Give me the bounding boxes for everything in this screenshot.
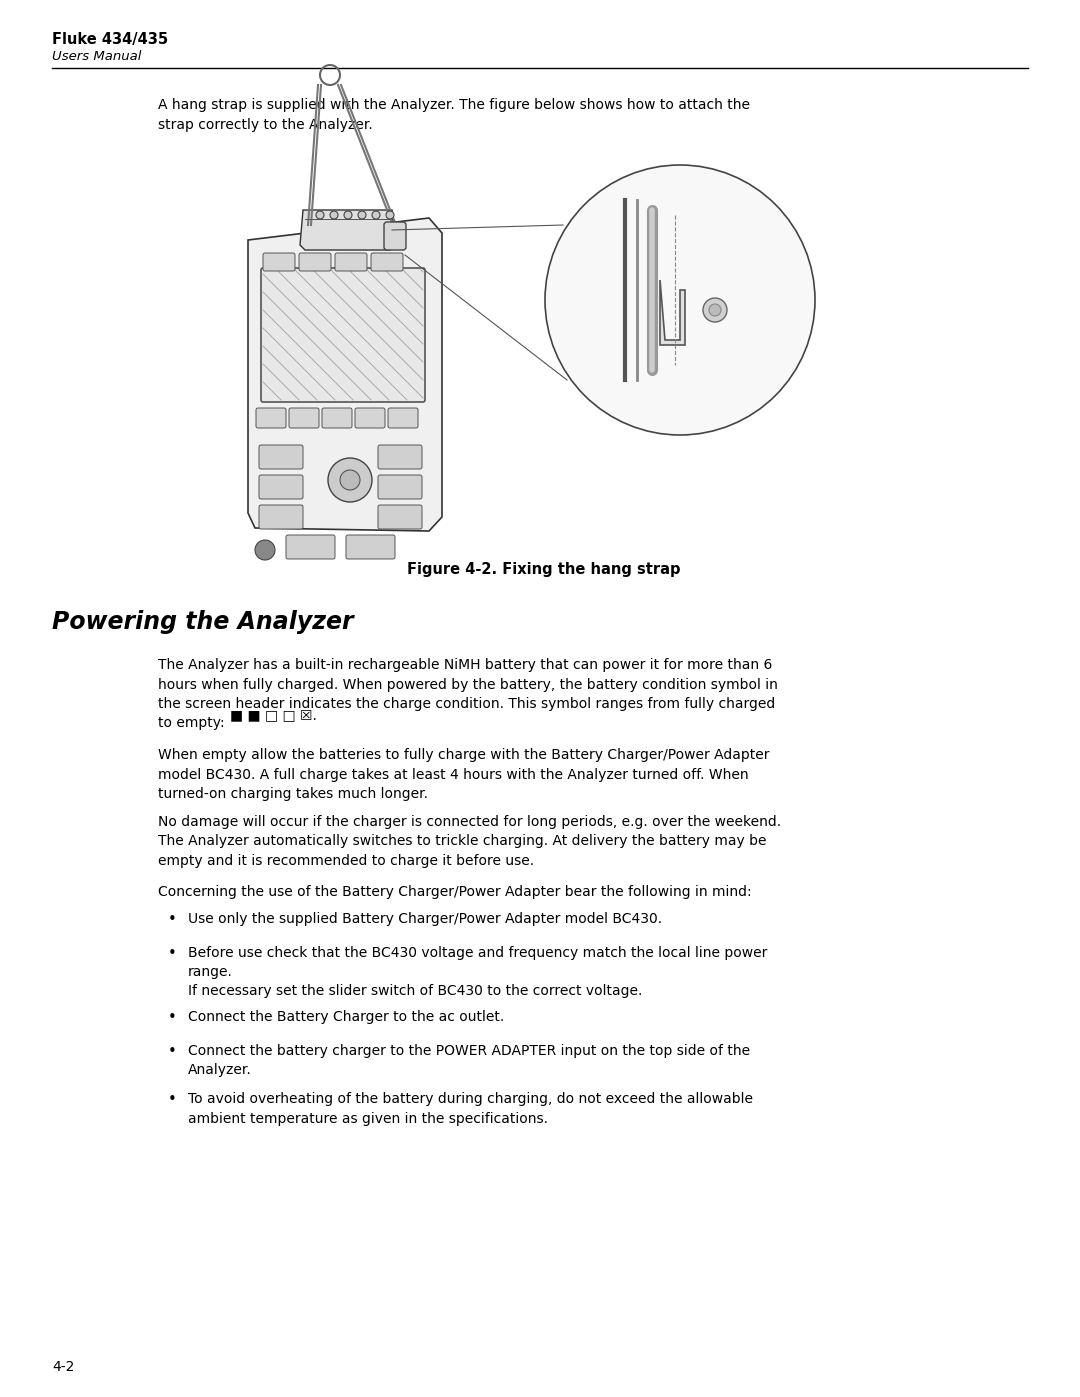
FancyBboxPatch shape: [289, 408, 319, 427]
Text: No damage will occur if the charger is connected for long periods, e.g. over the: No damage will occur if the charger is c…: [158, 814, 781, 868]
Text: Powering the Analyzer: Powering the Analyzer: [52, 610, 353, 634]
Text: Figure 4-2. Fixing the hang strap: Figure 4-2. Fixing the hang strap: [407, 562, 680, 577]
Text: •: •: [168, 912, 177, 928]
Circle shape: [372, 211, 380, 219]
Circle shape: [255, 541, 275, 560]
FancyBboxPatch shape: [378, 475, 422, 499]
FancyBboxPatch shape: [378, 504, 422, 529]
Circle shape: [330, 211, 338, 219]
Text: ■ ■ □ □ ☒.: ■ ■ □ □ ☒.: [230, 708, 316, 722]
Text: A hang strap is supplied with the Analyzer. The figure below shows how to attach: A hang strap is supplied with the Analyz…: [158, 98, 750, 131]
Text: Connect the battery charger to the POWER ADAPTER input on the top side of the
An: Connect the battery charger to the POWER…: [188, 1044, 751, 1077]
FancyBboxPatch shape: [259, 446, 303, 469]
Text: To avoid overheating of the battery during charging, do not exceed the allowable: To avoid overheating of the battery duri…: [188, 1092, 753, 1126]
Circle shape: [345, 211, 352, 219]
FancyBboxPatch shape: [299, 253, 330, 271]
Text: •: •: [168, 1092, 177, 1108]
Polygon shape: [300, 210, 395, 250]
FancyBboxPatch shape: [388, 408, 418, 427]
FancyBboxPatch shape: [264, 253, 295, 271]
Text: •: •: [168, 946, 177, 961]
Text: Users Manual: Users Manual: [52, 50, 141, 63]
FancyBboxPatch shape: [346, 535, 395, 559]
FancyBboxPatch shape: [256, 408, 286, 427]
Circle shape: [316, 211, 324, 219]
Text: 4-2: 4-2: [52, 1361, 75, 1375]
FancyBboxPatch shape: [384, 222, 406, 250]
FancyBboxPatch shape: [261, 268, 426, 402]
Text: When empty allow the batteries to fully charge with the Battery Charger/Power Ad: When empty allow the batteries to fully …: [158, 747, 769, 800]
Circle shape: [340, 469, 360, 490]
Circle shape: [357, 211, 366, 219]
Circle shape: [386, 211, 394, 219]
Circle shape: [703, 298, 727, 321]
Text: The Analyzer has a built-in rechargeable NiMH battery that can power it for more: The Analyzer has a built-in rechargeable…: [158, 658, 778, 731]
Text: Fluke 434/435: Fluke 434/435: [52, 32, 168, 47]
FancyBboxPatch shape: [322, 408, 352, 427]
Circle shape: [545, 165, 815, 434]
FancyBboxPatch shape: [286, 535, 335, 559]
Text: Connect the Battery Charger to the ac outlet.: Connect the Battery Charger to the ac ou…: [188, 1010, 504, 1024]
FancyBboxPatch shape: [259, 475, 303, 499]
FancyBboxPatch shape: [355, 408, 384, 427]
Polygon shape: [248, 218, 442, 531]
Text: Before use check that the BC430 voltage and frequency match the local line power: Before use check that the BC430 voltage …: [188, 946, 768, 999]
Text: •: •: [168, 1044, 177, 1059]
FancyBboxPatch shape: [378, 446, 422, 469]
FancyBboxPatch shape: [259, 504, 303, 529]
Text: Use only the supplied Battery Charger/Power Adapter model BC430.: Use only the supplied Battery Charger/Po…: [188, 912, 662, 926]
Circle shape: [708, 305, 721, 316]
Text: •: •: [168, 1010, 177, 1025]
Circle shape: [328, 458, 372, 502]
Polygon shape: [660, 279, 685, 345]
FancyBboxPatch shape: [335, 253, 367, 271]
Text: Concerning the use of the Battery Charger/Power Adapter bear the following in mi: Concerning the use of the Battery Charge…: [158, 886, 752, 900]
FancyBboxPatch shape: [372, 253, 403, 271]
